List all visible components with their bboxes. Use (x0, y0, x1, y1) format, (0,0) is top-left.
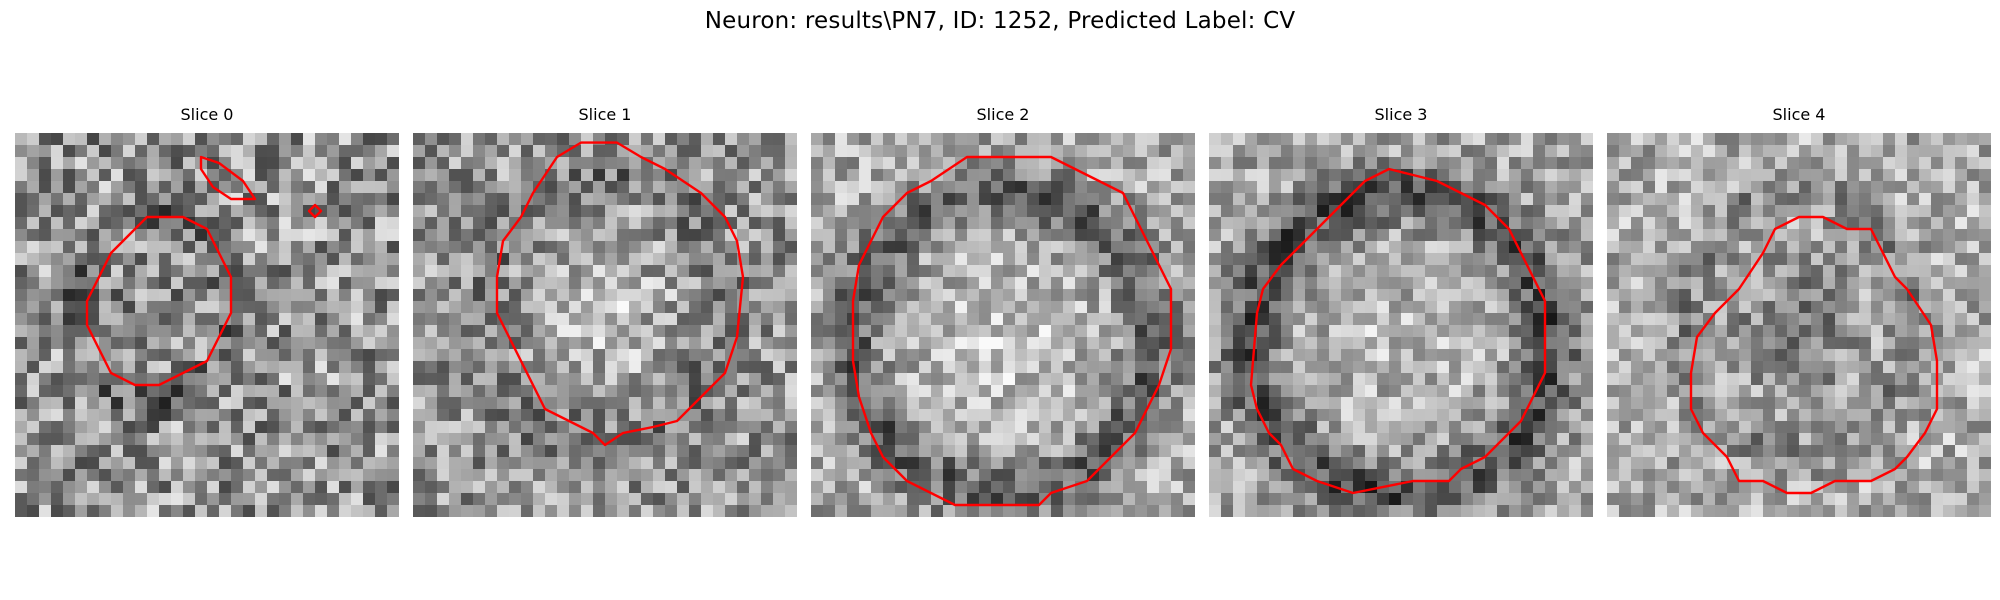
segmentation-contour (495, 141, 745, 447)
slice-title: Slice 3 (1374, 105, 1428, 124)
slice-image-4 (1607, 133, 1991, 517)
slice-title: Slice 1 (578, 105, 632, 124)
segmentation-contour (85, 215, 233, 387)
slice-title: Slice 4 (1772, 105, 1826, 124)
pixel-grid (811, 133, 1195, 517)
slice-image-0 (15, 133, 399, 517)
slice-image-1 (413, 133, 797, 517)
segmentation-contour (851, 155, 1173, 507)
segmentation-contour (199, 155, 257, 201)
slice-image-3 (1209, 133, 1593, 517)
slice-image-2 (811, 133, 1195, 517)
segmentation-contour (1249, 167, 1547, 495)
figure-title: Neuron: results\PN7, ID: 1252, Predicted… (704, 8, 1296, 34)
pixel-grid (413, 133, 797, 517)
pixel-grid (1209, 133, 1593, 517)
pixel-grid (1607, 133, 1991, 517)
segmentation-contour (307, 203, 323, 219)
slice-title: Slice 2 (976, 105, 1030, 124)
pixel-grid (15, 133, 399, 517)
segmentation-contour (1689, 215, 1939, 495)
slice-title: Slice 0 (180, 105, 234, 124)
